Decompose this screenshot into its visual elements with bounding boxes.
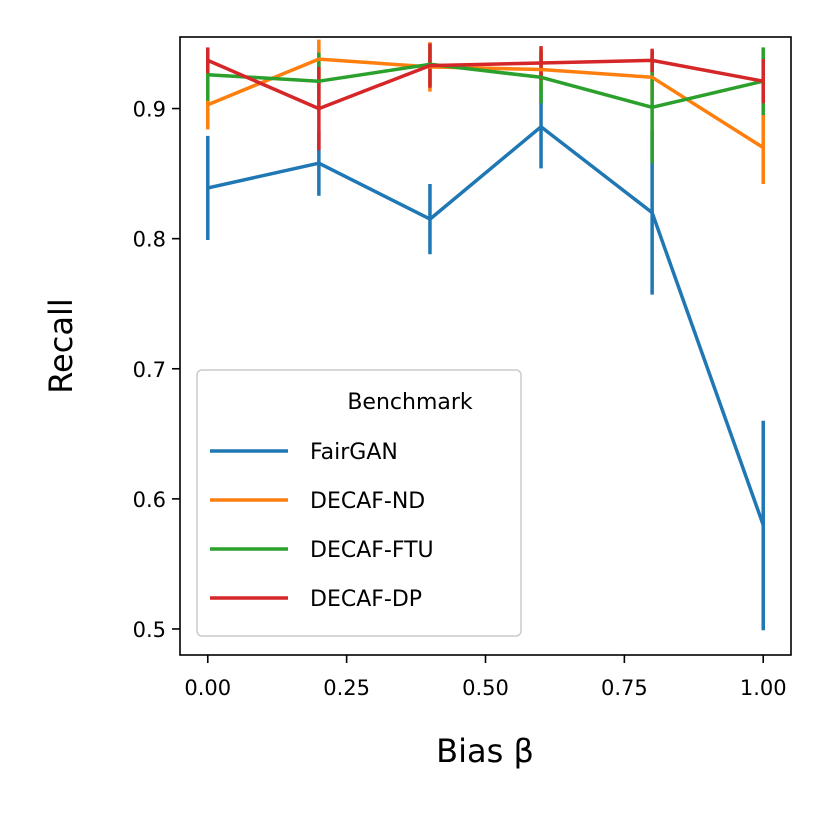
y-axis-label: Recall	[42, 298, 80, 393]
legend-box	[196, 369, 522, 637]
x-axis-label: Bias β	[436, 732, 534, 770]
y-tick-label: 0.6	[133, 488, 166, 512]
legend-label-decaf-ftu: DECAF-FTU	[310, 538, 434, 563]
legend-label-decaf-dp: DECAF-DP	[310, 587, 422, 612]
series-line-decaf-ftu	[207, 62, 764, 110]
x-tick-label: 0.25	[323, 676, 370, 700]
legend-label-decaf-nd: DECAF-ND	[310, 489, 425, 514]
y-tick-label: 0.9	[133, 98, 166, 122]
x-tick-label: 0.00	[184, 676, 231, 700]
y-tick-label: 0.5	[133, 618, 166, 642]
series-line-fairgan	[207, 125, 765, 526]
x-tick-label: 0.50	[462, 676, 509, 700]
legend: Benchmark FairGAN DECAF-ND DECAF-FTU DECAF-…	[196, 369, 522, 637]
y-tick-label: 0.8	[133, 228, 166, 252]
plot-area	[206, 39, 765, 631]
y-tick-label: 0.7	[133, 358, 166, 382]
tick-marks: 0.00 0.25 0.50 0.75 1.00 0.5 0.6 0.7 0.8 0.9	[133, 98, 787, 700]
series-line-decaf-nd	[207, 57, 765, 150]
series-line-decaf-dp	[207, 58, 764, 111]
legend-title: Benchmark	[347, 390, 473, 415]
legend-label-fairgan: FairGAN	[310, 440, 398, 465]
x-tick-label: 1.00	[740, 676, 787, 700]
x-tick-label: 0.75	[601, 676, 648, 700]
